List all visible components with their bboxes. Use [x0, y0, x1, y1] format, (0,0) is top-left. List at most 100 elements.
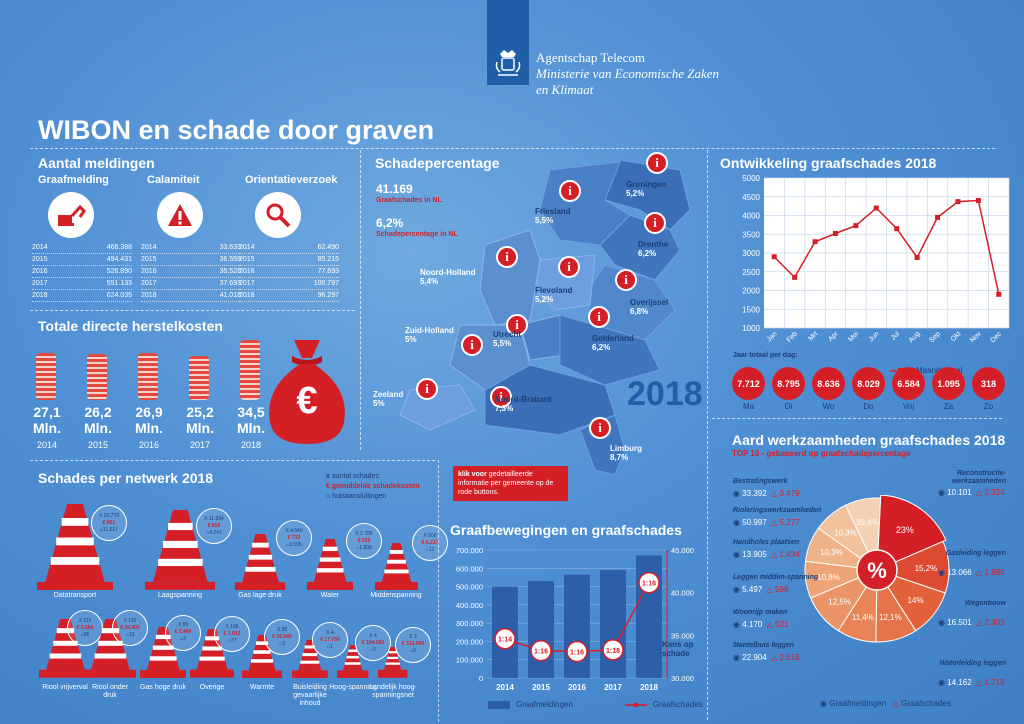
province-name: Gelderland	[592, 334, 634, 343]
cost-year-2014: 2014	[36, 440, 58, 450]
ratio-badge	[494, 627, 516, 650]
pie-title: Aard werkzaamheden graafschades 2018	[732, 432, 1006, 448]
cone-stripe	[149, 656, 177, 661]
map-marker-gelderland[interactable]: i	[588, 306, 610, 328]
combo-legend: Graafmeldingen Graafschades	[488, 700, 703, 709]
excavator-icon	[48, 192, 94, 238]
x-tick-label: Jan	[766, 330, 779, 343]
map-marker-noord_brabant[interactable]: i	[490, 386, 512, 408]
province-pct: 5,2%	[535, 295, 554, 304]
pie-legend: ◉ Graafmeldingen △ Graafschades	[820, 699, 951, 709]
table-row: 2018 624.035	[32, 290, 132, 302]
province-name: Zuid-Holland	[405, 326, 454, 335]
province-pct: 5,2%	[626, 189, 645, 198]
work-values-right-0: ◉ 10.101 △ 2.324	[938, 488, 1005, 497]
cone-stripe	[387, 656, 399, 660]
map-marker-overijssel[interactable]: i	[615, 269, 637, 291]
work-values-right-2: ◉ 16.501 △ 2.303	[938, 618, 1005, 627]
divider-top	[30, 148, 995, 149]
bubble-top-2: X 4.540 € 733 ⌂3.595	[276, 520, 312, 557]
cone-base	[189, 669, 235, 678]
map-marker-flevoland[interactable]: i	[558, 256, 580, 278]
row-year: 2016	[239, 268, 255, 275]
map-marker-zeeland[interactable]: i	[416, 378, 438, 400]
data-point	[955, 199, 961, 205]
legend-bar-label: Graafmeldingen	[516, 700, 573, 709]
coin-stack-2014	[36, 352, 56, 400]
magnifier-icon	[255, 192, 301, 238]
table-row: 2014 466.388	[32, 242, 132, 254]
pie-center-symbol: %	[867, 558, 887, 583]
legend-huis: huisaansluitingen	[332, 493, 387, 500]
province-label-friesland: Friesland 5,5%	[535, 207, 595, 225]
ratio-badge	[530, 639, 552, 662]
day-total-Wo: 8.636	[812, 367, 845, 400]
legend-schade-label: Graafschades	[901, 699, 952, 708]
cone-stripe	[389, 550, 403, 554]
melding-label-2: Orientatieverzoek	[245, 174, 338, 186]
pie-label-4: 11,4%	[852, 613, 874, 622]
map-marker-utrecht[interactable]: i	[506, 314, 528, 336]
cone-stripe	[322, 546, 338, 552]
row-year: 2017	[239, 280, 255, 287]
cost-year-2015: 2015	[87, 440, 109, 450]
table-row: 2017 100.797	[239, 278, 339, 290]
cone-base	[38, 669, 92, 678]
province-name: Groningen	[626, 180, 667, 189]
y-left-tick-label: 600.000	[456, 564, 483, 573]
day-total-Ma: 7.712	[732, 367, 765, 400]
map-marker-groningen[interactable]: i	[646, 152, 668, 174]
province-label-limburg: Limburg 8,7%	[610, 444, 670, 462]
pct-label: Schadepercentage in NL	[376, 231, 458, 238]
click-note-bold: klik voor	[458, 471, 487, 478]
bubble-huis: ⌂1.908	[356, 544, 372, 551]
map-marker-limburg[interactable]: i	[589, 417, 611, 439]
data-point	[914, 255, 920, 260]
cost-value-2018: 34,5	[237, 404, 265, 420]
map-marker-drenthe[interactable]: i	[644, 212, 666, 234]
line-chart: 5000 4500 4000 3500 3000 2500 2000 1500 1000 Jan F…	[742, 174, 1010, 344]
day-label-Wo: Wo	[822, 402, 835, 411]
net-label-1: Laagspanning	[158, 592, 202, 599]
cost-year-2018: 2018	[240, 440, 262, 450]
bubble-bot-1: X 115 € 30.400 ⌂13	[112, 610, 148, 646]
divider-left	[360, 150, 361, 450]
cone-stripe	[202, 646, 222, 651]
data-point	[812, 239, 818, 245]
net-label-4: Middenspanning	[370, 592, 422, 599]
cone-stripe	[389, 651, 397, 654]
ratio-badge	[602, 639, 624, 661]
map-marker-friesland[interactable]: i	[559, 180, 581, 202]
cone-stripe	[300, 660, 320, 664]
y-tick-label: 4000	[742, 212, 760, 221]
cone-stripe	[101, 628, 119, 634]
cone-Riool vrijverval	[38, 619, 92, 678]
y-tick-label: 4500	[742, 193, 760, 202]
cone-stripe	[386, 559, 406, 564]
bubble-schades: X 20	[276, 626, 288, 633]
pie-label-5: 12,5%	[828, 598, 851, 607]
coin-stack-2016	[138, 353, 158, 400]
cone-Landelijk hoog-spanningsnet	[378, 647, 408, 678]
row-value: 77.693	[317, 268, 339, 275]
map-marker-zuid_holland[interactable]: i	[461, 334, 483, 356]
day-label-Zo: Zo	[983, 402, 994, 411]
row-year: 2017	[32, 280, 48, 287]
province-name: Limburg	[610, 444, 642, 453]
cost-unit: Mln.	[135, 420, 163, 436]
work-values-left-4: ◉ 4.170 △ 521	[733, 620, 789, 629]
bubble-schades: X 65	[177, 622, 189, 628]
cone-Overige	[189, 629, 235, 678]
work-name-right-2: Wegenbouw	[964, 600, 1006, 607]
map-marker-noord_holland[interactable]: i	[496, 246, 518, 268]
row-year: 2014	[32, 244, 48, 251]
province-label-overijssel: Overijssel 6,8%	[630, 298, 690, 316]
legend-schade-icon: △	[892, 699, 899, 708]
y-left-tick-label: 500.000	[456, 583, 483, 592]
cone-Middenspanning	[374, 543, 418, 590]
cone-stripe	[162, 541, 198, 549]
money-bag-icon	[269, 340, 345, 444]
row-year: 2018	[141, 292, 157, 299]
legend-mark-schades: x	[326, 473, 330, 480]
data-point	[853, 223, 859, 229]
